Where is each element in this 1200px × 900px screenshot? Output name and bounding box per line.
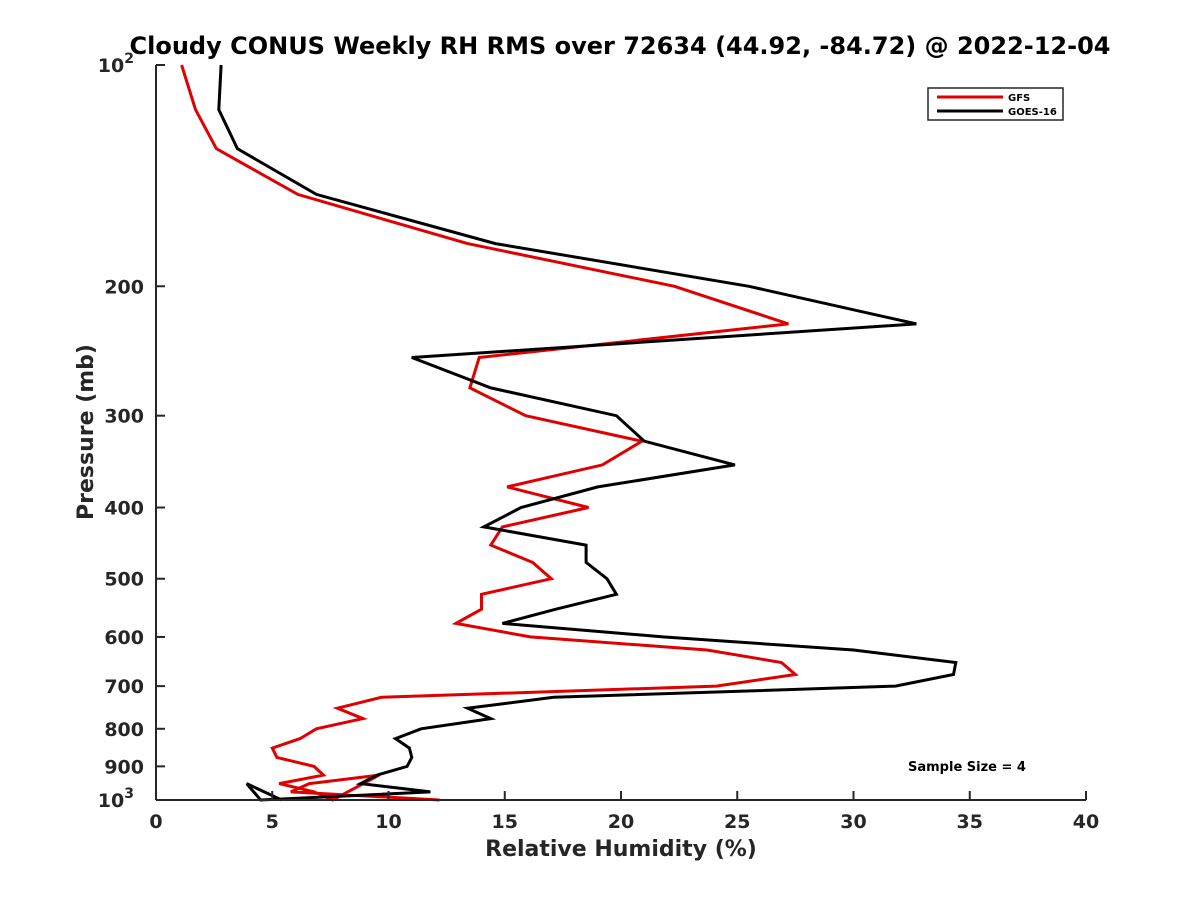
y-tick-label: 103 xyxy=(98,786,134,812)
legend-label: GOES-16 xyxy=(1008,107,1057,118)
x-tick-label: 0 xyxy=(149,811,162,833)
series-line-gfs xyxy=(180,64,799,802)
x-tick-label: 10 xyxy=(375,811,401,833)
y-tick-label: 600 xyxy=(104,627,144,649)
series-line-goes-16 xyxy=(217,64,958,802)
y-tick-label: 200 xyxy=(104,276,144,298)
legend: GFS GOES-16 xyxy=(927,87,1064,121)
y-tick-base: 10 xyxy=(98,55,124,77)
y-tick-label: 900 xyxy=(104,756,144,778)
x-tick-label: 5 xyxy=(266,811,279,833)
x-tick-label: 35 xyxy=(957,811,983,833)
x-tick-label: 40 xyxy=(1073,811,1099,833)
y-tick-exponent: 2 xyxy=(124,51,134,67)
y-tick-base: 10 xyxy=(98,790,124,812)
y-tick-label: 102 xyxy=(98,51,134,77)
series-layer xyxy=(180,64,958,802)
legend-label: GFS xyxy=(1008,93,1030,104)
x-axis-label: Relative Humidity (%) xyxy=(485,837,757,862)
y-tick-label: 400 xyxy=(104,498,144,520)
x-ticks: 0 5 10 15 20 25 30 35 40 xyxy=(149,791,1099,833)
x-tick-label: 20 xyxy=(608,811,634,833)
x-tick-label: 15 xyxy=(492,811,518,833)
legend-box xyxy=(927,87,1064,121)
sample-size-annotation: Sample Size = 4 xyxy=(908,760,1026,775)
y-tick-label: 300 xyxy=(104,406,144,428)
y-tick-label: 500 xyxy=(104,569,144,591)
y-tick-exponent: 3 xyxy=(124,786,134,802)
y-axis-label: Pressure (mb) xyxy=(74,344,99,520)
x-tick-label: 25 xyxy=(724,811,750,833)
y-tick-label: 800 xyxy=(104,719,144,741)
x-tick-label: 30 xyxy=(840,811,866,833)
chart-title: Cloudy CONUS Weekly RH RMS over 72634 (4… xyxy=(130,32,1111,60)
y-tick-label: 700 xyxy=(104,676,144,698)
